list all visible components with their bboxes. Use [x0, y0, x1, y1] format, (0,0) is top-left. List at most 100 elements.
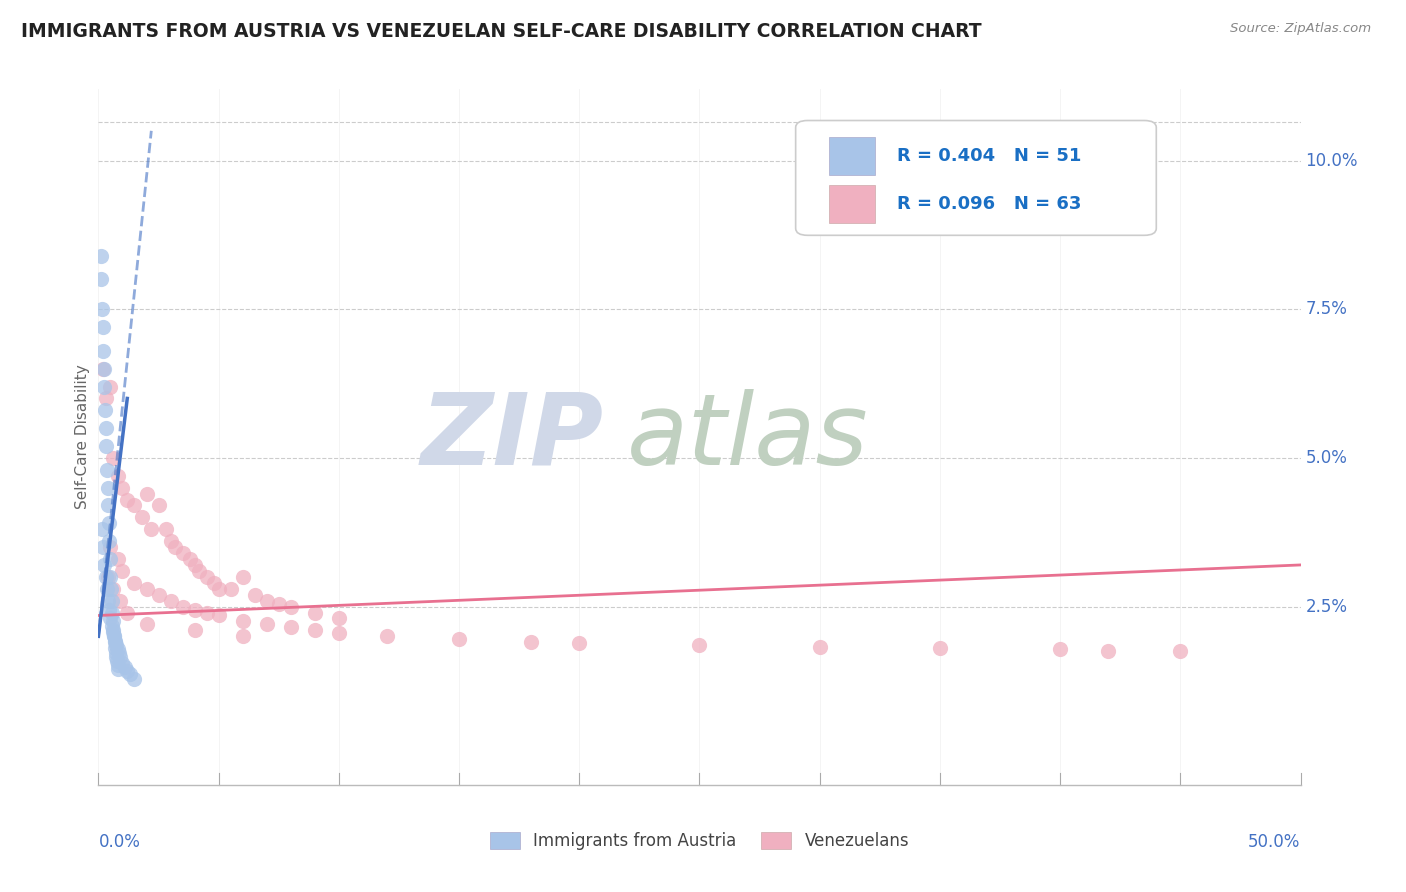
Point: [105, 650, 128, 665]
Point: [111, 481, 134, 495]
Point: [219, 582, 242, 596]
Point: [183, 624, 205, 638]
Point: [124, 672, 146, 686]
Point: [90, 272, 112, 286]
Point: [100, 570, 122, 584]
Point: [135, 486, 157, 500]
Text: 5.0%: 5.0%: [1305, 449, 1347, 467]
Point: [107, 552, 129, 566]
Point: [117, 492, 139, 507]
Point: [141, 522, 163, 536]
Point: [91, 343, 114, 358]
Point: [94, 421, 117, 435]
Text: R = 0.404   N = 51: R = 0.404 N = 51: [897, 146, 1081, 165]
Point: [183, 558, 205, 572]
Point: [165, 540, 187, 554]
Text: R = 0.096   N = 63: R = 0.096 N = 63: [897, 195, 1081, 213]
Point: [118, 667, 141, 681]
Point: [1097, 643, 1119, 657]
Point: [96, 582, 118, 596]
Point: [208, 582, 231, 596]
Point: [256, 617, 278, 632]
Point: [188, 564, 211, 578]
Text: 7.5%: 7.5%: [1305, 301, 1347, 318]
Bar: [830, 136, 875, 175]
Point: [90, 249, 112, 263]
Point: [159, 593, 181, 607]
Point: [928, 641, 950, 656]
Point: [93, 361, 115, 376]
Point: [96, 463, 118, 477]
Text: ZIP: ZIP: [420, 389, 603, 485]
Point: [98, 534, 121, 549]
Point: [100, 540, 122, 554]
Point: [101, 624, 124, 639]
Point: [101, 606, 124, 620]
Point: [105, 654, 128, 668]
Point: [243, 588, 266, 602]
Point: [91, 522, 114, 536]
Point: [202, 575, 225, 590]
Point: [148, 588, 170, 602]
Point: [108, 650, 131, 665]
Point: [107, 642, 129, 657]
Text: 2.5%: 2.5%: [1305, 598, 1347, 615]
Point: [107, 662, 129, 676]
Point: [135, 582, 157, 596]
Point: [111, 564, 134, 578]
Point: [100, 379, 122, 393]
Point: [94, 392, 117, 406]
Point: [447, 632, 470, 647]
Point: [101, 450, 124, 465]
Point: [97, 570, 120, 584]
FancyBboxPatch shape: [796, 120, 1156, 235]
Point: [1170, 644, 1192, 658]
Point: [232, 570, 254, 584]
Point: [232, 615, 254, 629]
Point: [111, 656, 134, 670]
Point: [91, 320, 114, 334]
Text: 50.0%: 50.0%: [1249, 832, 1301, 851]
Point: [108, 593, 131, 607]
Point: [103, 624, 125, 638]
Point: [100, 618, 122, 632]
Point: [101, 615, 124, 629]
Point: [97, 499, 120, 513]
Point: [808, 640, 831, 654]
Point: [107, 657, 129, 672]
Point: [103, 629, 125, 643]
Point: [328, 611, 350, 625]
Point: [148, 499, 170, 513]
Point: [93, 558, 115, 572]
Point: [104, 641, 127, 656]
Point: [93, 379, 115, 393]
Point: [114, 660, 136, 674]
Legend: Immigrants from Austria, Venezuelans: Immigrants from Austria, Venezuelans: [484, 825, 915, 856]
Text: Source: ZipAtlas.com: Source: ZipAtlas.com: [1230, 22, 1371, 36]
Point: [280, 620, 302, 634]
Point: [280, 599, 302, 614]
Point: [304, 606, 326, 620]
Point: [97, 516, 120, 531]
Point: [256, 593, 278, 607]
Point: [688, 638, 710, 652]
Text: IMMIGRANTS FROM AUSTRIA VS VENEZUELAN SELF-CARE DISABILITY CORRELATION CHART: IMMIGRANTS FROM AUSTRIA VS VENEZUELAN SE…: [21, 22, 981, 41]
Point: [104, 646, 127, 660]
Y-axis label: Self-Care Disability: Self-Care Disability: [75, 365, 90, 509]
Point: [520, 635, 543, 649]
Point: [304, 624, 326, 638]
Point: [94, 570, 117, 584]
Point: [100, 593, 122, 607]
Text: atlas: atlas: [627, 389, 869, 485]
Point: [104, 635, 127, 649]
Point: [117, 606, 139, 620]
Text: 10.0%: 10.0%: [1305, 152, 1358, 169]
Point: [172, 546, 194, 560]
Point: [195, 606, 218, 620]
Point: [124, 499, 146, 513]
Point: [267, 597, 290, 611]
Point: [183, 602, 205, 616]
Point: [101, 582, 124, 596]
Point: [124, 575, 146, 590]
Point: [94, 403, 117, 417]
